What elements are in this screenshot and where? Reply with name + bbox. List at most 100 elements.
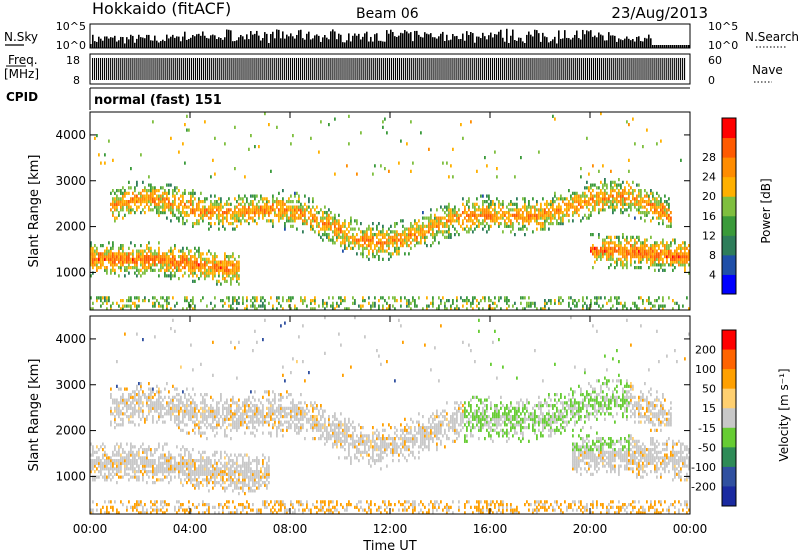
power-cell <box>606 249 608 253</box>
power-cell <box>248 211 250 215</box>
power-cell <box>468 213 470 217</box>
power-cell <box>366 235 368 239</box>
power-cell <box>640 241 642 245</box>
velocity-cell <box>158 395 160 399</box>
power-cell <box>148 175 150 179</box>
power-cell <box>580 202 582 206</box>
power-cell <box>184 263 186 267</box>
power-cell <box>354 227 356 231</box>
power-cell <box>182 266 184 270</box>
power-cell <box>630 200 632 204</box>
power-cell <box>678 304 680 308</box>
power-cell <box>206 274 208 278</box>
power-cell <box>466 307 468 311</box>
velocity-cell <box>166 508 168 512</box>
power-cell <box>592 183 594 187</box>
power-cell <box>164 200 166 204</box>
power-cell <box>492 219 494 223</box>
velocity-cell <box>134 461 136 465</box>
power-cell <box>196 249 198 253</box>
power-cell <box>134 296 136 300</box>
power-cell <box>256 299 258 303</box>
power-cell <box>536 202 538 206</box>
velocity-cell <box>156 472 158 476</box>
power-cell <box>562 216 564 220</box>
power-cell <box>432 299 434 303</box>
power-cell <box>380 164 382 168</box>
velocity-cell <box>92 459 94 463</box>
power-cell <box>364 238 366 242</box>
nsky-bar <box>148 34 150 48</box>
power-cell <box>326 224 328 228</box>
power-cell <box>136 249 138 253</box>
velocity-cell <box>180 401 182 405</box>
power-cell <box>422 307 424 311</box>
nsky-bar <box>358 33 360 48</box>
velocity-cell <box>172 464 174 468</box>
power-cell <box>562 222 564 226</box>
power-cell <box>316 205 318 209</box>
power-cell <box>430 208 432 212</box>
power-cell <box>412 238 414 242</box>
power-cell <box>382 249 384 253</box>
velocity-cell <box>138 382 140 386</box>
power-cell <box>344 244 346 248</box>
power-cell <box>250 134 252 138</box>
power-cell <box>348 222 350 226</box>
nsky-bar <box>432 37 434 48</box>
power-cell <box>668 208 670 212</box>
power-cell <box>214 271 216 275</box>
power-cell <box>556 219 558 223</box>
freq-bar <box>448 58 450 80</box>
power-cell <box>328 219 330 223</box>
nsky-bar <box>680 45 682 48</box>
power-cell <box>362 299 364 303</box>
freq-bar <box>367 58 369 80</box>
power-cell <box>208 266 210 270</box>
power-cell <box>616 183 618 187</box>
power-cell <box>490 200 492 204</box>
power-cell <box>654 260 656 264</box>
velocity-cell <box>146 508 148 512</box>
power-cell <box>192 268 194 272</box>
power-cell <box>152 260 154 264</box>
power-cell <box>260 299 262 303</box>
power-cell <box>524 200 526 204</box>
velocity-cell <box>158 387 160 391</box>
power-cell <box>178 260 180 264</box>
power-cell <box>462 227 464 231</box>
power-cell <box>100 255 102 259</box>
power-cell <box>330 222 332 226</box>
power-cell <box>282 205 284 209</box>
power-cell <box>574 211 576 215</box>
power-cell <box>488 307 490 311</box>
power-cell <box>490 216 492 220</box>
power-cell <box>420 233 422 237</box>
power-cell <box>122 257 124 261</box>
power-colorbar-label: Power [dB] <box>759 178 773 243</box>
power-cell <box>626 197 628 201</box>
nsky-bar <box>590 30 592 48</box>
power-cell <box>184 211 186 215</box>
velocity-cell <box>128 467 130 471</box>
power-cell <box>172 200 174 204</box>
power-cell <box>620 252 622 256</box>
nsky-bar <box>466 31 468 48</box>
velocity-cell <box>146 453 148 457</box>
power-cell <box>194 255 196 259</box>
power-cell <box>666 255 668 259</box>
power-cell <box>300 205 302 209</box>
nsky-bar <box>538 33 540 48</box>
velocity-cell <box>146 472 148 476</box>
freq-bar <box>276 58 278 80</box>
velocity-cell <box>122 420 124 424</box>
power-cell <box>178 150 180 154</box>
power-cell <box>188 266 190 270</box>
power-cell <box>234 125 236 129</box>
nsky-bar <box>626 36 628 48</box>
freq-bar <box>284 58 286 80</box>
power-cell <box>524 197 526 201</box>
power-cell <box>270 205 272 209</box>
power-cell <box>272 208 274 212</box>
